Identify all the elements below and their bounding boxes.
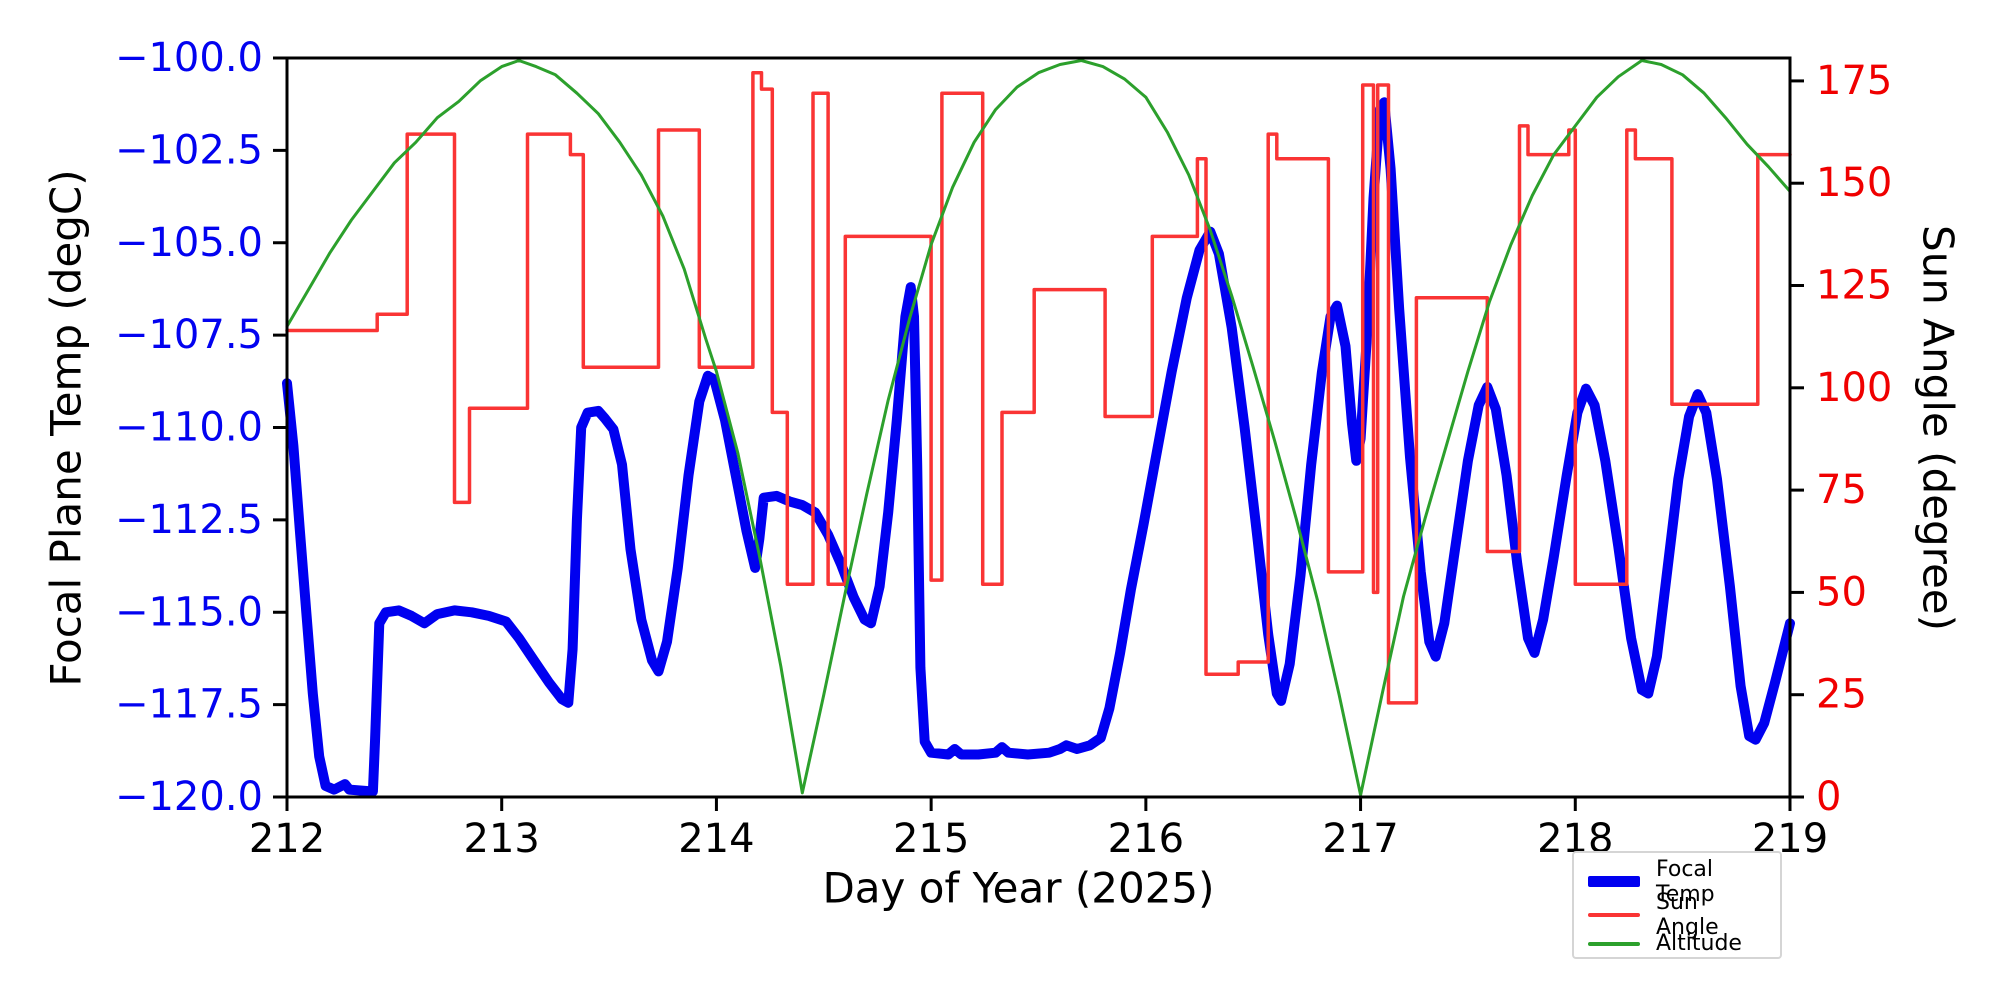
y-axis-label-left: Focal Plane Temp (degC) — [41, 168, 91, 687]
y-tick-label-left: −105.0 — [115, 220, 263, 266]
series-line-altitude — [285, 59, 1792, 797]
legend-line-sample — [1588, 941, 1640, 946]
legend-item-sun-angle: Sun Angle — [1588, 890, 1762, 940]
y-tick-label-right: 75 — [1816, 467, 1867, 513]
y-tick-label-right: 125 — [1816, 263, 1892, 309]
x-tick-label: 214 — [678, 816, 754, 862]
legend-line-sample — [1588, 912, 1640, 917]
y-tick-label-left: −110.0 — [115, 405, 263, 451]
legend: Focal Temp Sun Angle Altitude — [1572, 851, 1782, 959]
series-line-focal-temp — [282, 97, 1795, 797]
series-line-sun-angle — [285, 70, 1792, 705]
y-tick-label-left: −102.5 — [115, 127, 263, 173]
y-tick-label-right: 50 — [1816, 569, 1867, 615]
y-tick-label-right: 175 — [1816, 58, 1892, 104]
y-tick-label-right: 25 — [1816, 672, 1867, 718]
y-axis-label-right: Sun Angle (degree) — [1913, 224, 1963, 631]
y-tick-label-right: 0 — [1816, 774, 1841, 820]
y-tick-label-left: −100.0 — [115, 35, 263, 81]
plot-spines — [285, 56, 1792, 799]
legend-label: Sun Angle — [1656, 889, 1719, 940]
y-tick-label-left: −115.0 — [115, 589, 263, 635]
y-tick-label-left: −120.0 — [115, 774, 263, 820]
x-tick-label: 217 — [1322, 816, 1398, 862]
y-tick-label-left: −117.5 — [115, 682, 263, 728]
y-tick-label-left: −112.5 — [115, 497, 263, 543]
legend-item-focal-temp: Focal Temp — [1588, 857, 1762, 907]
legend-label: Focal Temp — [1656, 856, 1715, 907]
y-tick-label-right: 100 — [1816, 365, 1892, 411]
legend-label: Altitude — [1656, 931, 1742, 956]
x-tick-label: 216 — [1108, 816, 1184, 862]
x-tick-label: 215 — [893, 816, 969, 862]
legend-item-altitude: Altitude — [1588, 931, 1762, 956]
y-tick-label-right: 150 — [1816, 160, 1892, 206]
x-tick-label: 212 — [249, 816, 325, 862]
y-tick-label-left: −107.5 — [115, 312, 263, 358]
legend-line-sample — [1588, 876, 1640, 887]
x-tick-label: 213 — [464, 816, 540, 862]
x-axis-label: Day of Year (2025) — [822, 863, 1215, 913]
